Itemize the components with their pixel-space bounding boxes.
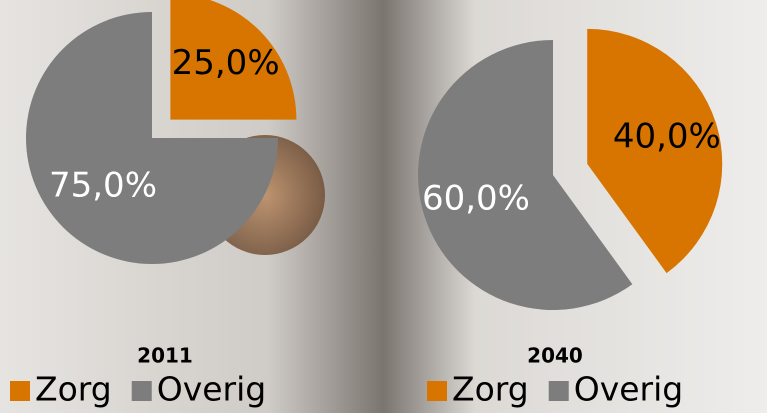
legend-swatch xyxy=(427,381,447,401)
legend-label: Overig xyxy=(157,370,267,409)
legend-swatch xyxy=(549,381,569,401)
chart-title: 2011 xyxy=(137,344,193,368)
legend-label: Overig xyxy=(574,370,684,409)
legend-swatch xyxy=(132,381,152,401)
chart-title: 2040 xyxy=(527,344,583,368)
legend-swatch xyxy=(10,381,30,401)
legend-label: Zorg xyxy=(35,370,112,409)
page: {"chart_data": [ {"type": "pie", "title"… xyxy=(0,0,767,413)
chart: 25,0%75,0%2011ZorgOverig40,0%60,0%2040Zo… xyxy=(0,0,767,413)
value-label: 25,0% xyxy=(172,43,280,83)
legend-label: Zorg xyxy=(452,370,529,409)
value-label: 75,0% xyxy=(49,166,157,206)
value-label: 60,0% xyxy=(422,179,530,219)
value-label: 40,0% xyxy=(613,117,721,157)
